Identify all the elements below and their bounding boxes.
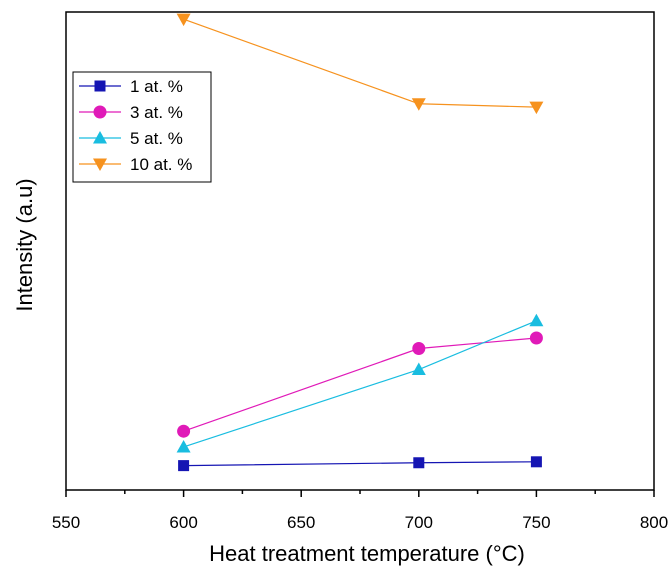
data-point — [530, 456, 542, 468]
x-tick-label: 800 — [640, 513, 668, 532]
legend-marker — [93, 158, 107, 171]
legend-marker — [93, 105, 107, 119]
legend-label: 5 at. % — [130, 129, 183, 148]
y-axis-title: Intensity (a.u) — [12, 178, 37, 311]
legend: 1 at. % 3 at. % 5 at. % 10 at. % — [72, 71, 212, 183]
x-axis-title: Heat treatment temperature (°C) — [209, 541, 525, 566]
data-point — [411, 98, 426, 111]
data-point — [411, 362, 426, 376]
series-3 — [176, 13, 544, 115]
data-point — [176, 13, 191, 27]
legend-item: 3 at. % — [79, 103, 183, 122]
x-tick-label: 750 — [522, 513, 550, 532]
x-axis: 550 600 650 700 750 800 — [52, 490, 668, 532]
series-line — [183, 320, 537, 448]
series-line — [183, 337, 537, 432]
series-1 — [177, 331, 543, 438]
data-point — [178, 460, 190, 472]
data-point — [176, 439, 191, 453]
series-line — [183, 461, 537, 467]
data-point — [412, 342, 426, 356]
data-point — [413, 457, 425, 469]
legend-item: 5 at. % — [79, 129, 183, 148]
x-tick-label: 600 — [169, 513, 197, 532]
x-tick-label: 550 — [52, 513, 80, 532]
legend-item: 1 at. % — [79, 77, 183, 96]
legend-label: 10 at. % — [130, 155, 192, 174]
series-0 — [178, 456, 542, 472]
x-tick-label: 700 — [405, 513, 433, 532]
series-layer — [176, 13, 544, 472]
legend-label: 1 at. % — [130, 77, 183, 96]
data-point — [177, 424, 191, 438]
legend-item: 10 at. % — [79, 155, 192, 174]
series-2 — [176, 313, 544, 453]
data-point — [529, 313, 544, 327]
data-point — [529, 101, 544, 115]
legend-marker — [94, 80, 106, 92]
x-tick-label: 650 — [287, 513, 315, 532]
legend-marker — [93, 131, 107, 144]
legend-label: 3 at. % — [130, 103, 183, 122]
data-point — [529, 331, 543, 345]
series-line — [183, 18, 537, 108]
